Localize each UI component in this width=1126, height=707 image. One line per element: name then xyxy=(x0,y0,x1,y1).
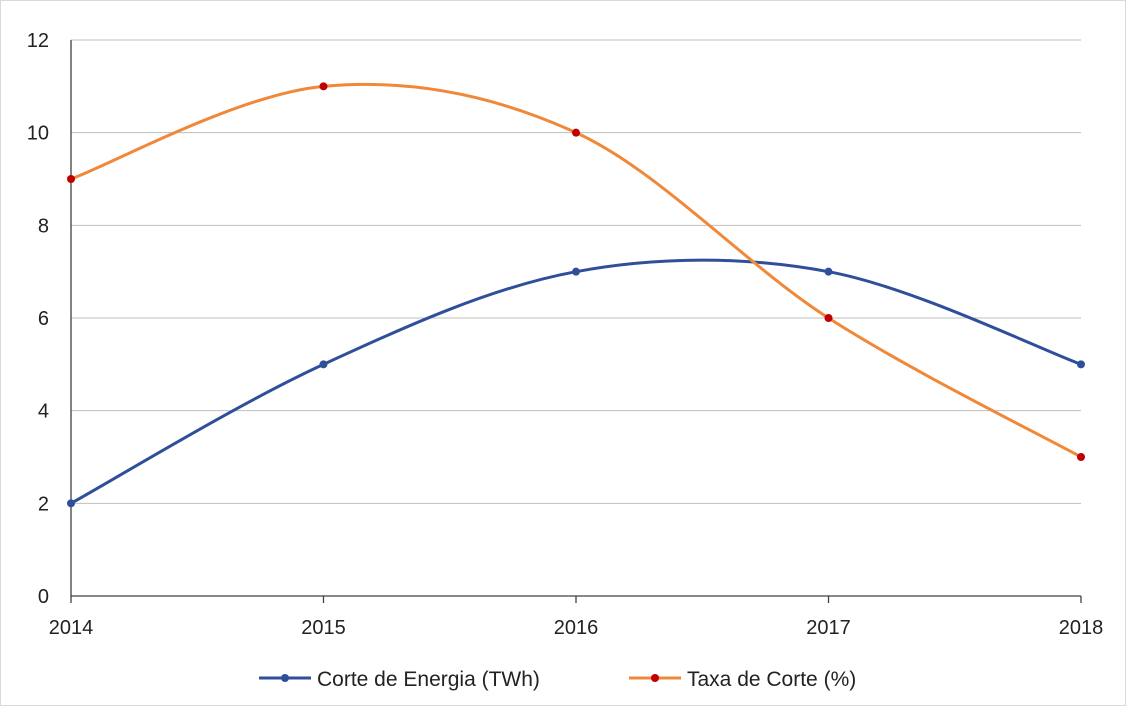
y-tick-label: 8 xyxy=(38,215,49,237)
series-2-point xyxy=(824,314,833,322)
y-tick-label: 2 xyxy=(38,493,49,515)
legend-marker-2 xyxy=(651,674,659,682)
x-tick-label: 2017 xyxy=(806,617,851,639)
series-2-point xyxy=(1077,453,1085,461)
series-2-point xyxy=(572,128,580,137)
y-tick-label: 10 xyxy=(27,123,49,145)
legend-marker-1 xyxy=(281,674,289,682)
series-group xyxy=(67,82,1085,508)
y-axis: 0 2 4 6 8 10 12 xyxy=(27,30,72,608)
series-1-point xyxy=(319,360,328,369)
x-tick-label: 2015 xyxy=(301,617,346,639)
x-tick-label: 2016 xyxy=(554,617,599,639)
legend-label-2: Taxa de Corte (%) xyxy=(687,668,856,691)
series-1-point xyxy=(824,267,833,276)
x-axis: 2014 2015 2016 2017 2018 xyxy=(49,595,1104,639)
x-tick-label: 2018 xyxy=(1059,617,1104,639)
series-2-point xyxy=(319,82,328,91)
series-2-point xyxy=(67,175,75,183)
y-tick-label: 6 xyxy=(38,308,49,330)
x-tick-label: 2014 xyxy=(49,617,94,639)
series-1-point xyxy=(67,499,75,508)
series-1-point xyxy=(1077,360,1085,369)
series-line-1 xyxy=(69,258,1083,505)
legend: Corte de Energia (TWh) Taxa de Corte (%) xyxy=(259,668,856,691)
legend-label-1: Corte de Energia (TWh) xyxy=(317,668,540,691)
y-tick-label: 0 xyxy=(38,586,49,608)
series-1-point xyxy=(572,267,580,276)
y-tick-label: 12 xyxy=(27,30,49,52)
y-tick-label: 4 xyxy=(38,401,49,423)
